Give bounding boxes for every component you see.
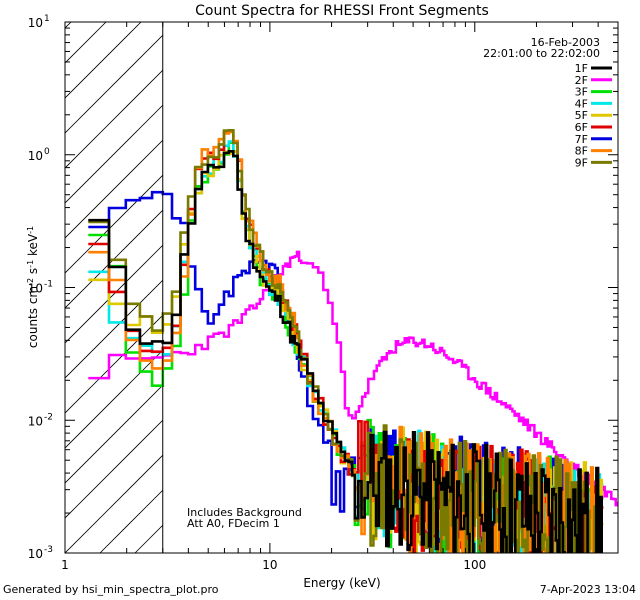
legend-date: 16-Feb-2003	[531, 36, 600, 49]
x-tick-label: 100	[463, 558, 486, 572]
annotation-background: Includes Background	[187, 506, 302, 519]
footer-timestamp: 7-Apr-2023 13:04	[539, 583, 636, 596]
axis-ticks	[64, 22, 619, 554]
y-tick-exponent: -1	[44, 280, 53, 290]
legend-label: 5F	[575, 109, 588, 122]
y-axis-label: counts cm-2 s-1 keV-1	[26, 226, 41, 348]
annotation-attenuator: Att A0, FDecim 1	[187, 517, 280, 530]
y-tick-label: 10	[28, 282, 43, 296]
y-tick-exponent: 0	[44, 147, 50, 157]
hatch-line	[625, 0, 640, 553]
legend-label: 2F	[575, 74, 588, 87]
legend-label: 7F	[575, 133, 588, 146]
legend-label: 3F	[575, 86, 588, 99]
y-tick-label: 10	[28, 414, 43, 428]
hatch-line	[65, 22, 72, 29]
series-line-1F	[88, 150, 603, 553]
y-tick-label: 10	[28, 547, 43, 561]
legend-label: 9F	[575, 156, 588, 169]
x-tick-labels: 1 10 100	[61, 558, 486, 572]
hatch-line	[65, 22, 177, 134]
legend-label: 4F	[575, 97, 588, 110]
hatch-line	[65, 22, 142, 99]
chart-title: Count Spectra for RHESSI Front Segments	[195, 3, 489, 19]
x-tick-label: 10	[262, 558, 277, 572]
y-tick-exponent: -3	[44, 545, 53, 555]
y-tick-label: 10	[28, 16, 43, 30]
y-tick-exponent: 1	[44, 14, 50, 24]
y-tick-exponent: -2	[44, 412, 53, 422]
hatch-line	[0, 0, 105, 553]
y-tick-label: 10	[28, 149, 43, 163]
hatch-line	[65, 22, 107, 64]
legend: 16-Feb-2003 22:01:00 to 22:02:00 1F2F3F4…	[483, 36, 612, 169]
legend-label: 6F	[575, 121, 588, 134]
footer-generator: Generated by hsi_min_spectra_plot.pro	[3, 583, 219, 596]
x-axis-label: Energy (keV)	[303, 576, 380, 590]
legend-label: 1F	[575, 62, 588, 75]
legend-time-range: 22:01:00 to 22:02:00	[483, 47, 600, 60]
x-tick-label: 1	[61, 558, 69, 572]
legend-label: 8F	[575, 145, 588, 158]
